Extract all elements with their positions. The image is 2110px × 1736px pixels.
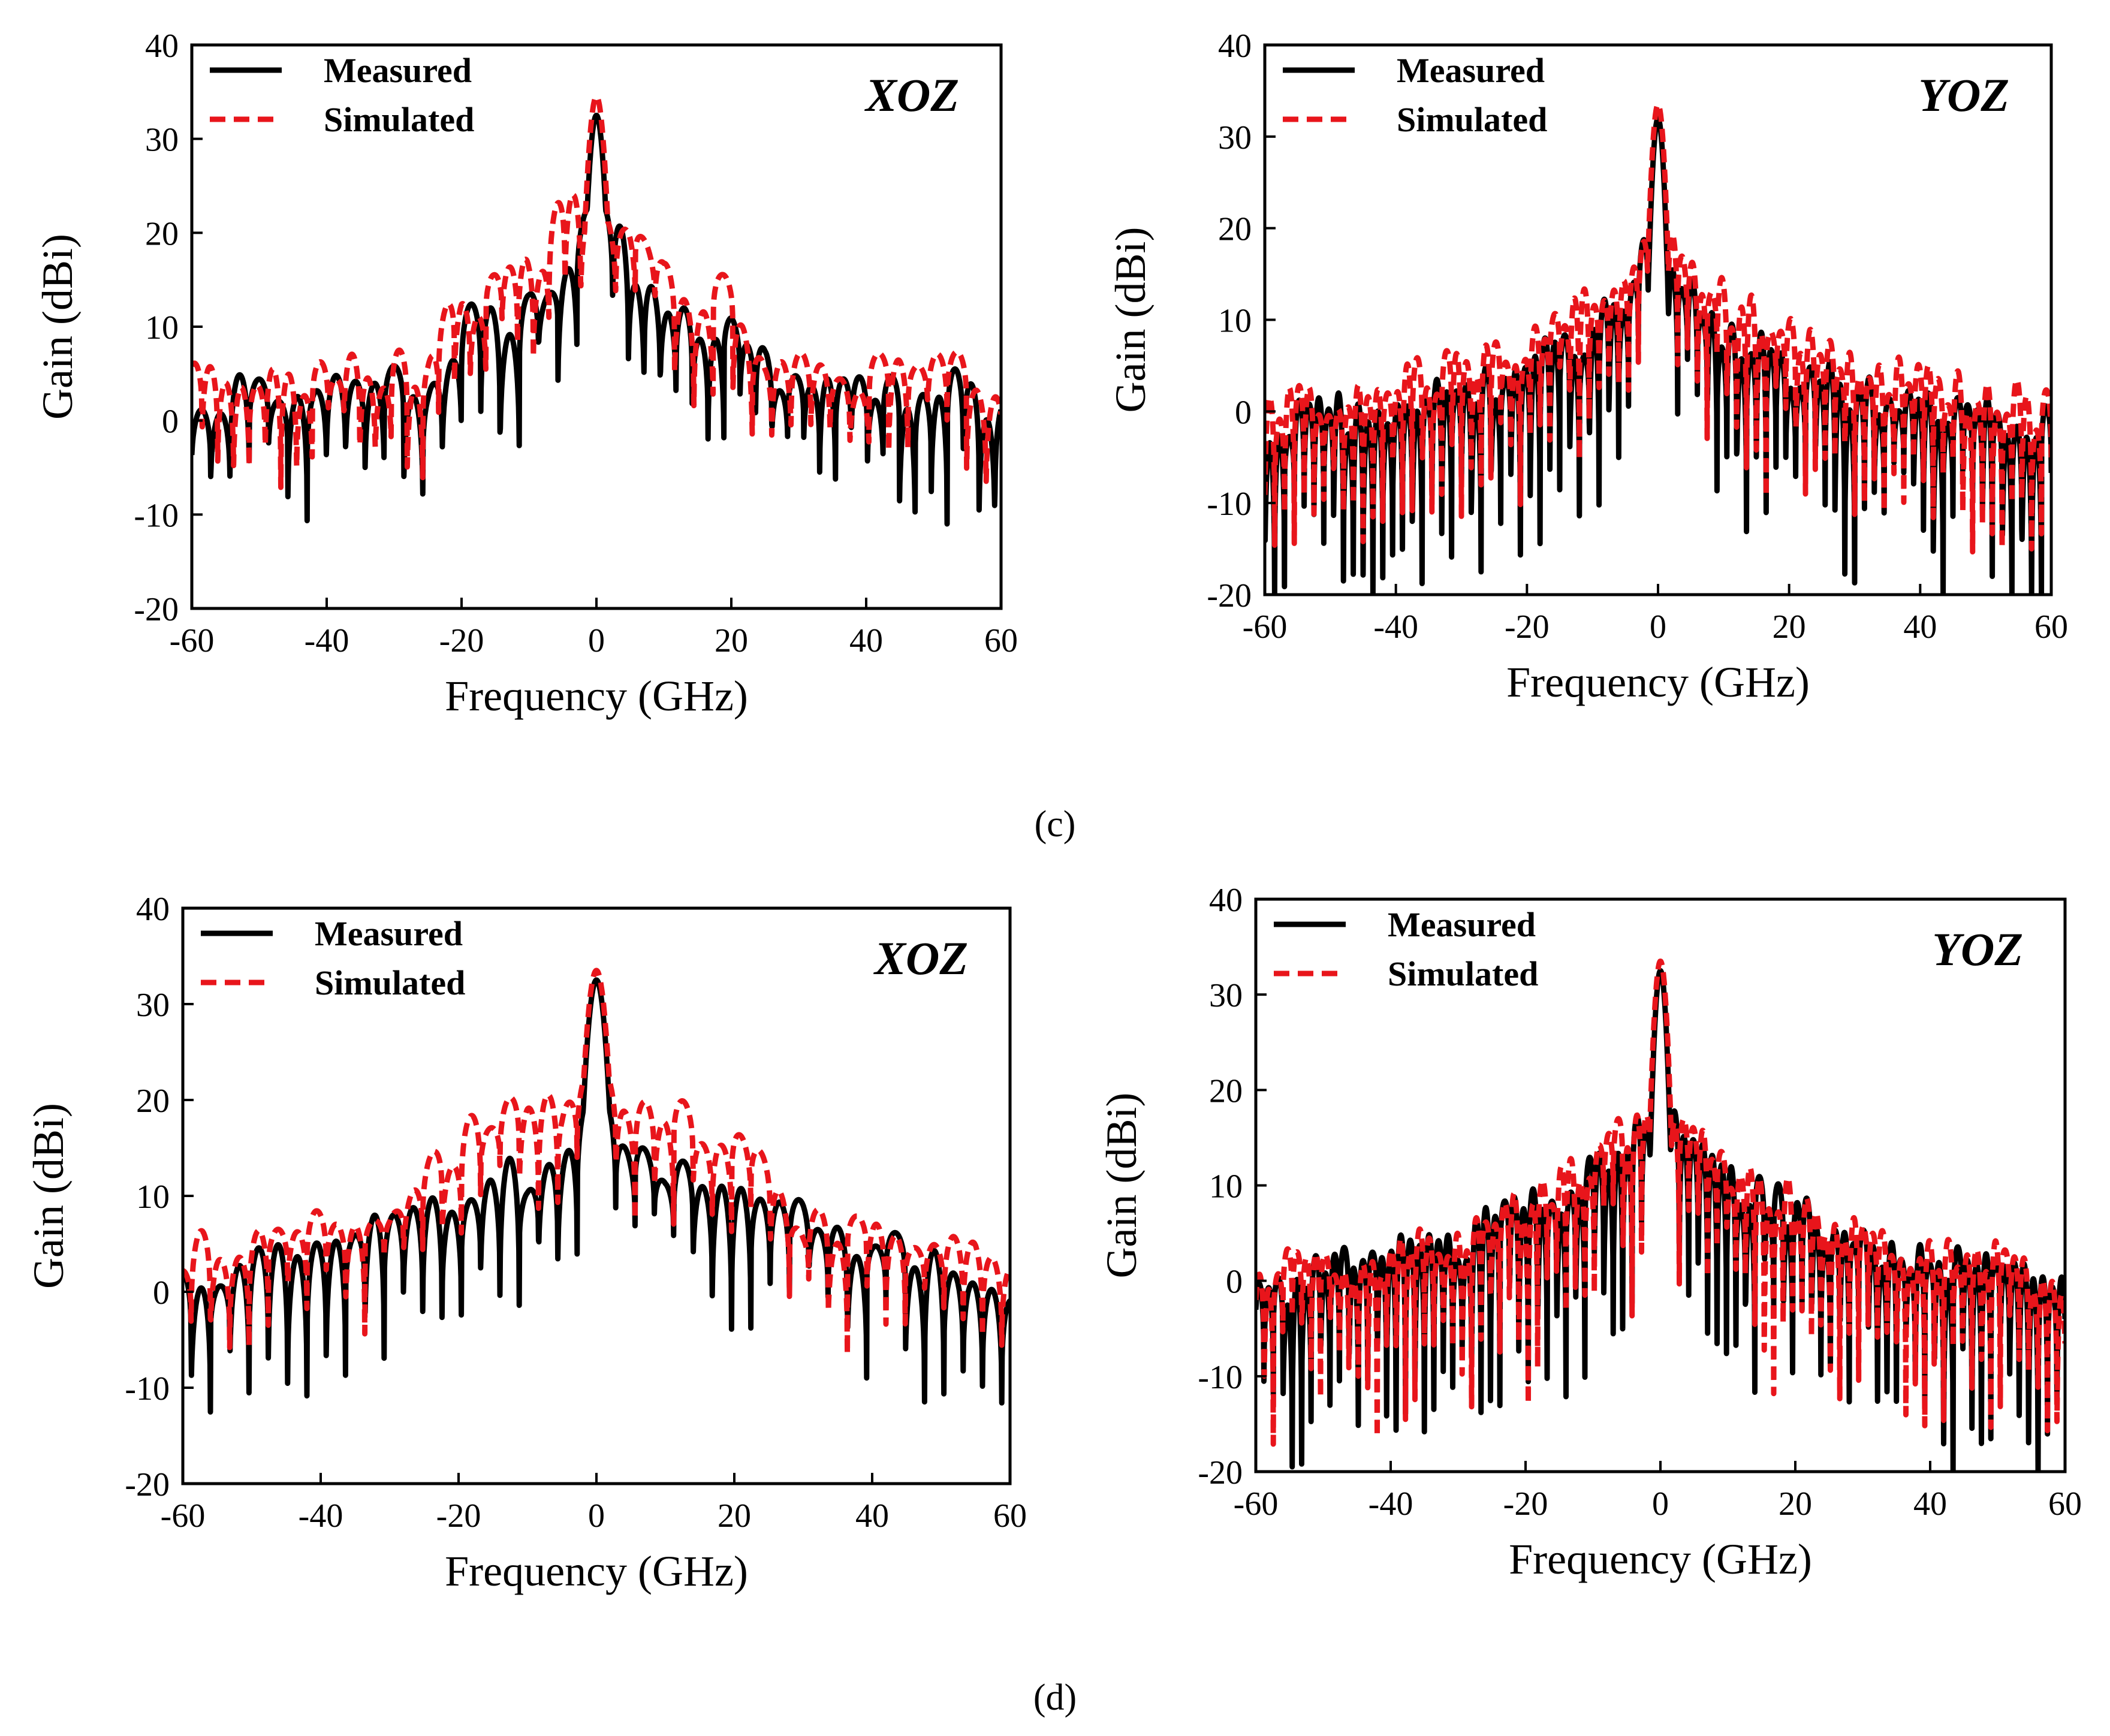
x-tick-label: -40 [1373, 608, 1418, 646]
x-tick-label: 20 [1773, 608, 1806, 646]
y-tick-label: -10 [1207, 486, 1252, 523]
y-tick-label: 20 [145, 215, 179, 252]
plane-label: XOZ [873, 932, 968, 984]
plane-label: XOZ [864, 69, 959, 121]
y-tick-label: 0 [162, 403, 179, 441]
y-tick-label: 40 [145, 28, 179, 65]
plane-label: YOZ [1918, 69, 2009, 121]
y-tick-label: 30 [145, 122, 179, 159]
legend-label-measured: Measured [324, 51, 472, 90]
y-tick-label: -20 [1198, 1454, 1243, 1491]
series-line-measured [1256, 968, 2065, 1472]
y-tick-label: 30 [1218, 119, 1252, 156]
legend-label-simulated: Simulated [1397, 100, 1547, 139]
y-tick-label: -20 [134, 591, 179, 628]
x-tick-label: 60 [993, 1497, 1027, 1535]
x-tick-label: -20 [439, 622, 484, 659]
x-tick-label: 0 [588, 622, 605, 659]
series-line-simulated [183, 968, 1010, 1357]
y-tick-label: 10 [1209, 1168, 1243, 1205]
x-tick-label: 40 [1913, 1485, 1947, 1523]
series-line-measured [192, 113, 1001, 527]
y-tick-label: -20 [125, 1466, 170, 1503]
x-tick-label: 20 [715, 622, 748, 659]
x-tick-label: -60 [1243, 608, 1288, 646]
plane-label: YOZ [1932, 923, 2023, 975]
series-line-simulated [1256, 959, 2065, 1447]
y-tick-label: 40 [136, 891, 170, 928]
y-tick-label: -10 [134, 497, 179, 534]
x-tick-label: -60 [1234, 1485, 1279, 1523]
legend-label-simulated: Simulated [315, 963, 465, 1002]
y-tick-label: 30 [136, 987, 170, 1024]
y-tick-label: -10 [1198, 1359, 1243, 1396]
series-line-simulated [1265, 101, 2051, 554]
x-tick-label: -60 [161, 1497, 206, 1535]
y-tick-label: 0 [1235, 394, 1252, 431]
chart-d-xoz: -60 -40 -20 0 20 40 60 -20 -10 0 10 20 30 40 Frequency… [25, 891, 1027, 1595]
panels: -60 -40 -20 0 20 40 60 -20 -10 0 10 20 30 40 Frequency… [25, 28, 2082, 1595]
legend-label-simulated: Simulated [1388, 954, 1538, 993]
y-tick-label: 0 [1226, 1264, 1243, 1301]
y-axis-title: Gain (dBi) [34, 234, 82, 420]
x-tick-label: 0 [588, 1497, 605, 1535]
y-tick-label: 10 [145, 309, 179, 346]
series-line-measured [183, 977, 1010, 1415]
y-tick-label: 40 [1218, 28, 1252, 65]
legend-label-measured: Measured [1397, 51, 1545, 90]
x-tick-label: -20 [1505, 608, 1550, 646]
x-tick-label: 40 [849, 622, 883, 659]
x-tick-label: 40 [1903, 608, 1937, 646]
x-tick-label: -20 [436, 1497, 481, 1535]
x-tick-label: -20 [1503, 1485, 1548, 1523]
y-axis-title: Gain (dBi) [25, 1103, 73, 1289]
chart-d-yoz: -60 -40 -20 0 20 40 60 -20 -10 0 10 20 30 40 Frequency… [1098, 882, 2082, 1583]
chart-c-xoz: -60 -40 -20 0 20 40 60 -20 -10 0 10 20 30 40 Frequency… [34, 28, 1018, 720]
x-tick-label: -40 [305, 622, 349, 659]
y-tick-label: -10 [125, 1370, 170, 1408]
x-tick-label: 60 [2048, 1485, 2082, 1523]
legend-label-measured: Measured [1388, 905, 1536, 944]
y-tick-label: 30 [1209, 977, 1243, 1014]
x-axis-title: Frequency (GHz) [1506, 658, 1810, 706]
x-tick-label: 0 [1650, 608, 1666, 646]
x-tick-label: -40 [1369, 1485, 1413, 1523]
caption-c: (c) [1035, 804, 1076, 845]
y-tick-label: 20 [136, 1083, 170, 1120]
y-tick-label: 20 [1218, 211, 1252, 248]
x-tick-label: 20 [1779, 1485, 1812, 1523]
caption-d: (d) [1033, 1677, 1077, 1718]
y-tick-label: -20 [1207, 577, 1252, 614]
x-tick-label: 40 [855, 1497, 889, 1535]
x-axis-title: Frequency (GHz) [1509, 1535, 1812, 1583]
y-tick-label: 10 [1218, 303, 1252, 340]
legend-label-measured: Measured [315, 914, 463, 953]
legend-label-simulated: Simulated [324, 100, 474, 139]
plot-frame [190, 43, 1003, 610]
x-tick-label: 20 [718, 1497, 751, 1535]
x-tick-label: -40 [299, 1497, 343, 1535]
x-tick-label: -60 [170, 622, 215, 659]
x-axis-title: Frequency (GHz) [445, 672, 748, 720]
x-axis-title: Frequency (GHz) [445, 1547, 748, 1595]
y-tick-label: 10 [136, 1179, 170, 1216]
x-tick-label: 60 [2034, 608, 2068, 646]
x-tick-label: 60 [984, 622, 1018, 659]
y-axis-title: Gain (dBi) [1107, 227, 1155, 413]
y-axis-title: Gain (dBi) [1098, 1093, 1146, 1279]
chart-c-yoz: -60 -40 -20 0 20 40 60 -20 -10 0 10 20 30 40 Frequency… [1107, 28, 2068, 706]
x-tick-label: 0 [1652, 1485, 1669, 1523]
y-tick-label: 20 [1209, 1072, 1243, 1110]
y-tick-label: 40 [1209, 882, 1243, 919]
y-tick-label: 0 [153, 1274, 170, 1312]
